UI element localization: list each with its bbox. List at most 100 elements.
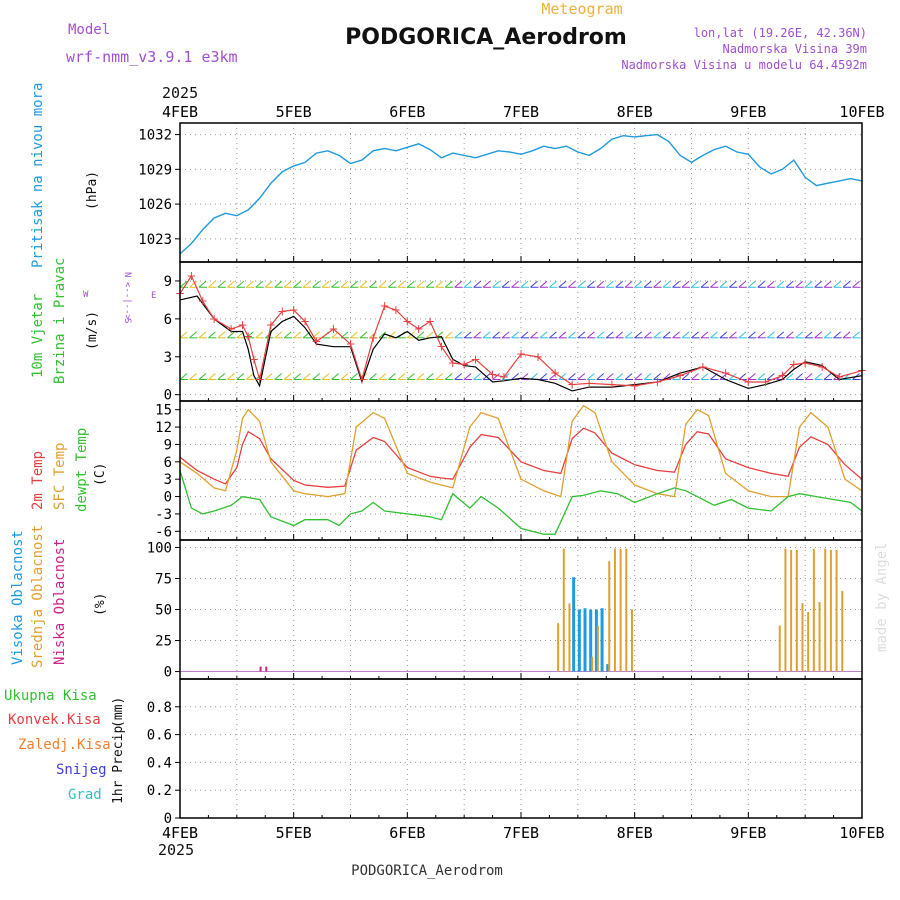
temp-title-sfc: SFC Temp: [52, 443, 68, 510]
wind-barb: [662, 373, 671, 380]
wind-gust-marker: +: [584, 376, 594, 390]
wind-barb: [444, 280, 453, 288]
wind-barb: [198, 373, 207, 380]
wind-gust-marker: +: [186, 269, 196, 283]
wind-barb: [681, 331, 690, 339]
day-label-bottom: 7FEB: [503, 824, 539, 842]
cloud-mid-bar: [841, 590, 844, 672]
wind-barb: [454, 280, 463, 288]
wind-barb: [804, 331, 813, 339]
pressure-line: [179, 133, 863, 255]
y-tick-label: 100: [147, 540, 172, 556]
footer-station: PODGORICA_Aerodrom: [351, 863, 503, 879]
wind-barb: [615, 280, 624, 288]
temp-title-dewpt: dewpt Temp: [74, 428, 90, 512]
wind-gust-marker: +: [345, 337, 355, 351]
wind-barb: [397, 280, 406, 288]
wind-barb: [539, 373, 548, 380]
precip-title: 1hr Precip: [111, 726, 126, 804]
wind-gust-marker: +: [226, 322, 236, 336]
day-label-top: 6FEB: [389, 103, 425, 121]
wind-barb: [274, 331, 283, 339]
wind-barb: [369, 280, 377, 288]
wind-barb: [255, 331, 264, 339]
y-tick-label: 15: [155, 403, 172, 419]
wind-gust-marker: +: [289, 303, 299, 317]
wind-barb: [795, 331, 804, 339]
wind-barb: [425, 331, 434, 339]
wind-barb: [331, 373, 339, 380]
day-label-top: 10FEB: [839, 103, 884, 121]
wind-barb: [369, 373, 377, 380]
cloud-mid-bar: [630, 609, 633, 672]
y-tick-label: 9: [164, 274, 172, 290]
wind-barb: [416, 280, 425, 288]
wind-barb: [804, 373, 813, 380]
wind-barb: [511, 331, 519, 339]
cloud-mid-bar: [829, 549, 832, 672]
wind-gust-marker: +: [817, 360, 827, 374]
year-top: 2025: [162, 84, 198, 102]
cloud-low-bar: [259, 666, 262, 672]
wind-gust-marker: +: [760, 375, 770, 389]
wind-gust-marker: +: [652, 375, 662, 389]
wind-barb: [388, 280, 396, 288]
y-tick-label: 12: [155, 420, 172, 436]
wind-barb: [302, 280, 311, 288]
wind-barb: [501, 373, 510, 380]
wind-barb: [511, 280, 519, 288]
wind-barb: [302, 373, 311, 380]
wind-gust-marker: +: [499, 370, 509, 384]
wind-gust-marker: +: [721, 366, 731, 380]
wind-gust-marker: +: [243, 330, 253, 344]
wind-gust-marker: +: [249, 352, 259, 366]
wind-barb: [681, 373, 690, 380]
wind-gust-marker: +: [266, 318, 276, 332]
wind-barb: [492, 331, 500, 339]
wind-barb: [539, 331, 548, 339]
wind-gust-marker: +: [380, 299, 390, 313]
wind-barb: [312, 373, 320, 380]
day-label-top: 9FEB: [730, 103, 766, 121]
cloud-title-high: Visoka Oblacnost: [10, 530, 26, 665]
temp-sfc-line: [179, 404, 863, 498]
wind-gust-marker: +: [777, 369, 787, 383]
wind-barb: [757, 280, 766, 288]
wind-barb: [842, 331, 851, 339]
wind-barb: [378, 373, 387, 380]
wind-barb: [596, 331, 605, 339]
y-tick-label: 1029: [138, 162, 172, 178]
wind-gust-marker: +: [448, 356, 458, 370]
wind-barb: [407, 373, 415, 380]
cloud-mid-bar: [812, 548, 815, 672]
wind-barb: [492, 280, 500, 288]
wind-gust-marker: +: [630, 379, 640, 393]
wind-gust-marker: +: [567, 378, 577, 392]
wind-barb: [416, 331, 425, 339]
wind-unit: (m/s): [85, 311, 100, 350]
wind-barb: [634, 280, 642, 288]
wind-compass: N <--|--> W E S: [83, 272, 156, 323]
wind-barb: [482, 280, 491, 288]
wind-barb: [568, 373, 576, 380]
wind-barb: [444, 331, 453, 339]
wind-barb: [473, 373, 481, 380]
cloud-mid-bar: [562, 548, 565, 672]
wind-barb: [378, 280, 387, 288]
wind-barb: [643, 280, 652, 288]
wind-barb: [691, 373, 699, 380]
wind-barb: [605, 280, 614, 288]
wind-barb: [596, 280, 605, 288]
wind-gust-marker: +: [471, 352, 481, 366]
precip-legend-hail: Grad: [68, 787, 102, 803]
precip-unit: (mm): [111, 697, 126, 728]
day-label-bottom: 9FEB: [730, 824, 766, 842]
wind-barb: [549, 373, 557, 380]
wind-gust-marker: +: [402, 314, 412, 328]
compass-east: E: [151, 291, 156, 301]
wind-barb: [274, 280, 283, 288]
cloud-mid-bar: [619, 548, 622, 672]
cloud-mid-bar: [818, 602, 821, 672]
wind-barb: [748, 373, 756, 380]
